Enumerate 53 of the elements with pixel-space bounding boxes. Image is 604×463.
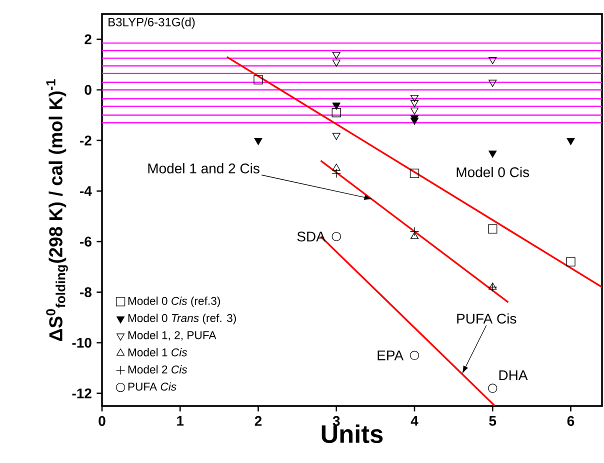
annotation: EPA <box>378 350 404 360</box>
point <box>410 100 419 108</box>
x-tick-label: 4 <box>410 416 418 426</box>
y-tick-label: -2 <box>80 136 92 146</box>
x-tick-label: 0 <box>98 416 106 426</box>
point <box>332 108 341 118</box>
point <box>410 94 419 102</box>
legend-label: PUFA Cis <box>128 382 176 391</box>
point <box>410 118 419 125</box>
y-tick-label: 2 <box>84 34 92 44</box>
x-axis-title: Units <box>322 424 383 444</box>
legend-label: Model 1, 2, PUFA <box>128 330 216 341</box>
point <box>488 57 497 64</box>
point <box>410 350 420 360</box>
y-tick-label: -10 <box>72 338 92 348</box>
annotation: Model 1 and 2 Cis <box>148 163 260 174</box>
annotation: PUFA Cis <box>457 313 516 324</box>
x-tick-label: 1 <box>177 416 184 426</box>
point <box>332 232 341 242</box>
legend-label: Model 0 Cis (ref.3) <box>128 296 220 308</box>
annotation: SDA <box>297 232 326 242</box>
point <box>254 75 263 84</box>
point <box>410 168 420 178</box>
y-tick-label: 0 <box>84 84 92 95</box>
point <box>410 108 419 115</box>
y-tick-label: -8 <box>80 287 92 298</box>
x-tick-label: 2 <box>254 416 262 426</box>
x-tick-label: 3 <box>332 416 340 426</box>
legend-label: Model 2 Cis <box>128 365 188 374</box>
point <box>488 224 498 234</box>
point <box>488 150 497 158</box>
x-tick-label: 6 <box>567 416 574 426</box>
point <box>566 138 575 146</box>
point <box>332 60 340 67</box>
legend-label: Model 0 Trans (ref. 3) <box>128 314 236 324</box>
annotation: DHA <box>499 370 528 380</box>
annotation: Model 0 Cis <box>456 166 530 178</box>
annotation: B3LYP/6-31G(d) <box>108 18 195 29</box>
y-tick-label: -12 <box>72 388 92 398</box>
y-tick-label: -4 <box>80 186 92 196</box>
y-tick-label: -6 <box>80 236 92 247</box>
point <box>254 138 262 146</box>
point <box>332 132 340 140</box>
point <box>332 102 340 110</box>
point <box>410 232 419 240</box>
y-axis-title: ΔS$^{0}$$_{folding}$(298 K) / cal (mol K)$^{-1}$ <box>46 79 68 341</box>
legend-label: Model 1 Cis <box>128 348 188 356</box>
point <box>332 52 340 60</box>
point <box>488 282 497 290</box>
point <box>488 384 498 393</box>
x-tick-label: 5 <box>489 416 496 426</box>
point <box>488 80 497 87</box>
point <box>566 257 576 266</box>
